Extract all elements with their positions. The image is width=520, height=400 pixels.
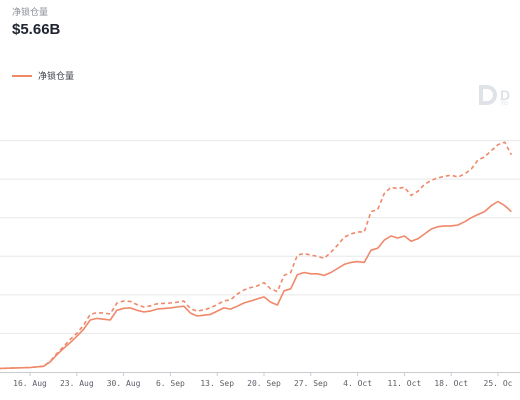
grid-lines	[0, 140, 520, 373]
metric-label: 净锁仓量	[12, 7, 49, 17]
x-tick-label: 6. Sep	[156, 379, 185, 388]
watermark-subtext: Yo	[500, 100, 508, 107]
x-tick-label: 25. Oc	[484, 379, 513, 388]
x-tick-label: 20. Sep	[247, 379, 281, 388]
legend-label: 净锁仓量	[38, 71, 75, 81]
series-line-solid[interactable]	[0, 200, 512, 370]
x-tick-label: 11. Oct	[388, 379, 422, 388]
watermark-text: D	[500, 87, 511, 103]
metric-header: 净锁仓量 $5.66B	[12, 6, 60, 39]
series-line-dashed[interactable]	[0, 141, 513, 370]
x-tick-label: 23. Aug	[60, 379, 94, 388]
legend-swatch	[12, 74, 32, 77]
x-tick-label: 30. Aug	[107, 379, 141, 388]
x-axis-ticks: 16. Aug 23. Aug 30. Aug 6. Sep 13. Sep 20. Se…	[13, 372, 513, 388]
watermark-logo-icon	[479, 85, 497, 105]
x-tick-label: 16. Aug	[13, 379, 47, 388]
chart-legend[interactable]: 净锁仓量	[12, 69, 74, 82]
metric-value: $5.66B	[12, 21, 61, 38]
x-tick-label: 13. Sep	[200, 379, 234, 388]
x-tick-label: 18. Oct	[434, 379, 468, 388]
series-lines	[0, 141, 513, 370]
x-tick-label: 4. Oct	[343, 379, 372, 388]
watermark-logo: D Yo	[478, 84, 511, 107]
x-tick-label: 27. Sep	[294, 379, 328, 388]
